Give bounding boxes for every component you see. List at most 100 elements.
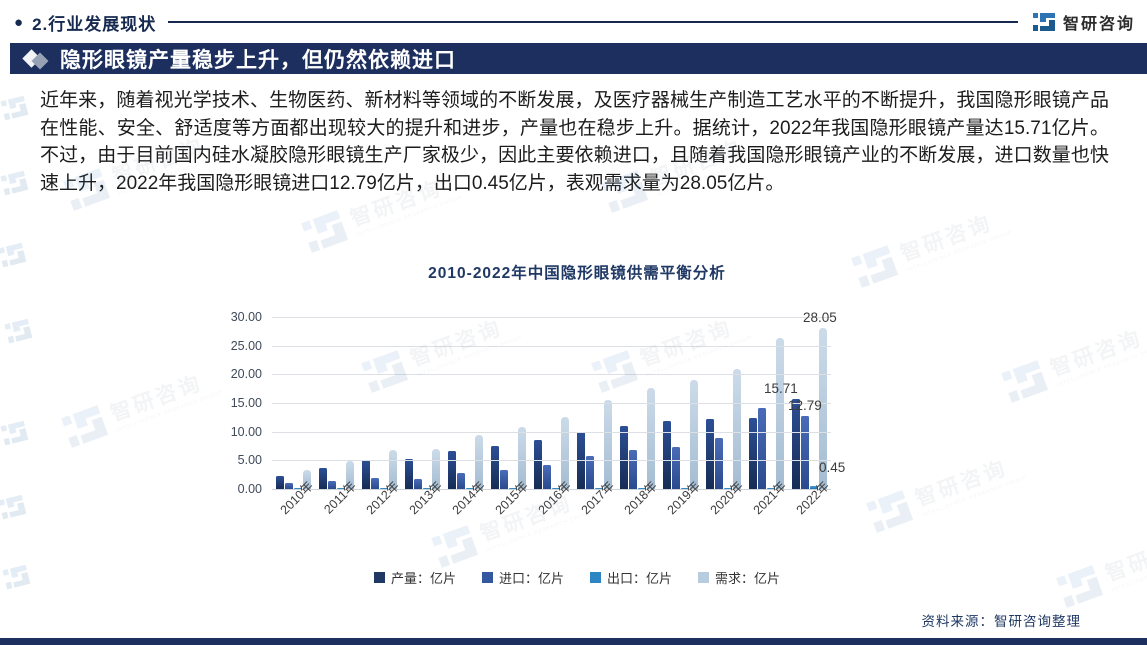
chart-body: 30.00 25.00 20.00 15.00 10.00 5.00 0.00 28.05 1… [212,310,902,496]
bar-group-2014年 [444,317,487,489]
x-tick-label: 2022年 [793,478,833,518]
bar-group-2016年 [530,317,573,489]
legend-item-s2: 出口：亿片 [590,568,672,587]
bar-2022年-s3 [819,328,827,489]
body-paragraph: 近年来，随着视光学技术、生物医药、新材料等领域的不断发展，及医疗器械生产制造工艺… [40,90,1109,194]
bar-group-2021年 [745,317,788,489]
bar-group-2015年 [487,317,530,489]
bar-group-2011年 [315,317,358,489]
bar-2019年-s1 [672,446,680,489]
y-tick-label: 30.00 [230,310,262,324]
x-tick-label: 2017年 [578,478,618,518]
gridline [272,403,831,404]
bar-2021年-s3 [776,337,784,489]
y-tick-label: 5.00 [237,453,262,468]
banner-title: 隐形眼镜产量稳步上升，但仍然依赖进口 [60,48,456,72]
watermark-logo-icon [1053,560,1107,614]
header-rule [168,21,1018,23]
x-tick-label: 2012年 [363,478,403,518]
y-tick-label: 10.00 [230,424,262,439]
bar-2011年-s2 [337,487,345,489]
chart: 2010-2022年中国隐形眼镜供需平衡分析 30.00 25.00 20.00 15… [212,261,902,587]
bar-2015年-s0 [491,446,499,489]
bar-2016年-s3 [561,416,569,489]
bar-2020年-s1 [715,437,723,489]
bar-2013年-s3 [432,448,440,489]
legend-item-s1: 进口：亿片 [481,568,564,587]
watermark-logo-icon [3,315,36,351]
legend-label: 出口：亿片 [607,571,673,586]
legend-item-s3: 需求：亿片 [698,568,780,587]
bar-2014年-s2 [466,487,474,489]
bar-2010年-s0 [276,475,284,489]
bar-2017年-s1 [586,456,594,489]
chart-legend: 产量：亿片 进口：亿片 出口：亿片 需求：亿片 [212,568,902,587]
legend-swatch-icon [590,572,601,583]
bar-2013年-s0 [405,458,413,489]
chart-title: 2010-2022年中国隐形眼镜供需平衡分析 [428,265,726,282]
legend-swatch-icon [373,572,385,583]
x-tick-label: 2015年 [492,478,532,518]
bar-2016年-s1 [543,464,551,489]
bar-group-2019年 [659,317,702,489]
x-tick-label: 2021年 [750,478,790,518]
bar-2018年-s2 [638,487,646,489]
gridline [272,460,831,462]
y-tick-label: 20.00 [230,367,262,382]
bar-2010年-s2 [294,487,302,489]
bar-2016年-s2 [552,487,560,489]
bar-2015年-s1 [500,469,508,489]
bar-2014年-s0 [448,450,456,489]
bar-2018年-s1 [629,450,637,489]
bar-group-2020年 [702,317,745,489]
bar-2010年-s3 [303,470,311,489]
x-tick-label: 2014年 [449,478,489,518]
brand-logo: 智研咨询 [1032,10,1135,34]
bar-2012年-s1 [371,478,379,489]
watermark-logo-icon [0,92,31,128]
x-axis-labels: 2010年 2011年 2012年 2013年 2014年 2015年 2016年 2017年… [272,468,833,530]
legend-swatch-icon [481,572,493,583]
plot-area: 28.05 15.71 12.79 0.45 [272,310,845,490]
y-tick-label: 15.00 [230,396,262,410]
legend-item-s0: 产量：亿片 [373,568,456,587]
watermark-logo-icon [998,355,1052,409]
data-label-28.05: 28.05 [803,310,837,326]
watermark-logo-icon [0,239,29,275]
y-tick-label: 25.00 [230,338,262,353]
banner: 隐形眼镜产量稳步上升，但仍然依赖进口 [10,43,1147,74]
bar-2022年-s0 [792,398,800,489]
bar-2016年-s0 [534,440,542,489]
bar-2013年-s2 [423,487,431,489]
bar-group-2018年 [616,317,659,489]
section-title: 2.行业发展现状 [32,14,157,34]
bar-2022年-s2 [810,486,818,489]
x-tick-label: 2019年 [664,478,704,518]
bar-2019年-s2 [681,487,689,489]
gridline [272,345,831,347]
bar-group-2022年 [788,317,831,489]
x-tick-label: 2016年 [535,478,575,518]
x-tick-label: 2013年 [406,478,446,518]
watermark-logo-icon [298,205,352,259]
bar-2015年-s2 [509,487,517,489]
bottom-border-bar [0,638,1147,645]
watermark-logo-icon [0,167,31,203]
legend-label: 需求：亿片 [715,571,781,586]
data-label-15.71: 15.71 [764,380,798,396]
bar-2011年-s3 [346,460,354,489]
bar-group-2013年 [401,317,444,489]
bar-2018年-s0 [620,425,628,489]
x-tick-label: 2011年 [321,478,360,517]
data-label-12.79: 12.79 [788,397,822,413]
bar-2017年-s2 [595,487,603,489]
bar-2021年-s1 [758,407,766,489]
bar-2018年-s3 [647,387,655,489]
bar-2015年-s3 [518,427,526,489]
page-header: ● 2.行业发展现状 智研咨询 [0,0,1147,35]
gridline [272,374,831,376]
bar-2011年-s0 [319,468,327,489]
